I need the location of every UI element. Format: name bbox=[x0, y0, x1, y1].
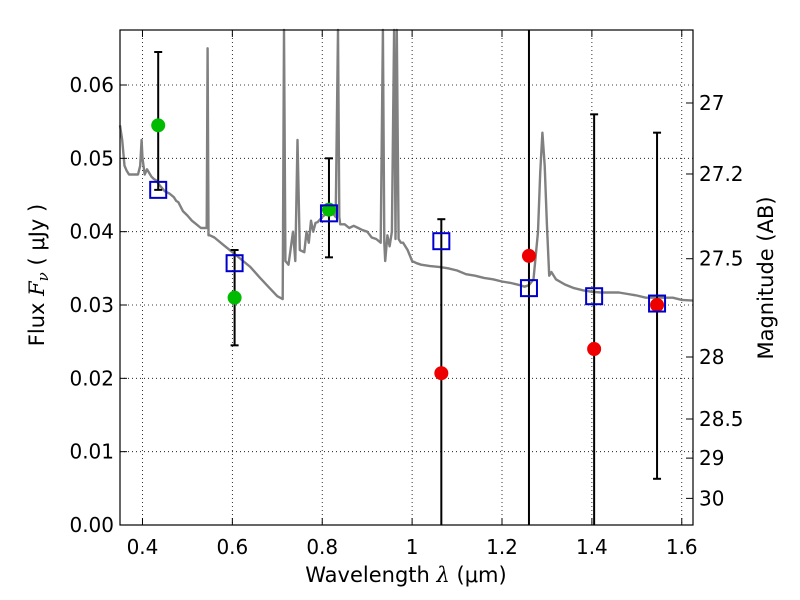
mag-tick-label: 27.5 bbox=[699, 247, 744, 271]
detected-point bbox=[151, 118, 166, 133]
detected-point bbox=[227, 290, 242, 305]
mag-tick-label: 28.5 bbox=[699, 407, 744, 431]
model-photometry-square bbox=[585, 287, 604, 306]
y-tick-label: 0.01 bbox=[69, 440, 114, 464]
mag-tick-label: 27.2 bbox=[699, 162, 744, 186]
y-tick-label: 0.06 bbox=[69, 73, 114, 97]
y-tick-label: 0.00 bbox=[69, 513, 114, 537]
model-spectrum-layer bbox=[118, 28, 694, 302]
y-axis-label: Flux Fν ( μJy ) bbox=[25, 204, 52, 346]
model-photometry-square bbox=[648, 294, 667, 313]
x-tick-label: 0.6 bbox=[216, 535, 248, 559]
plot-frame bbox=[119, 29, 694, 526]
mag-tick-label: 27 bbox=[699, 91, 724, 115]
mag-tick-label: 30 bbox=[699, 486, 724, 510]
y-tick-label: 0.05 bbox=[69, 146, 114, 170]
nondetected-point bbox=[650, 298, 665, 312]
x-tick-label: 0.8 bbox=[306, 535, 338, 559]
model-photometry-square bbox=[149, 180, 168, 199]
nondetected-point bbox=[434, 366, 449, 381]
nondetected-point bbox=[521, 248, 536, 263]
tick-layer: 0.4 0.6 0.8 1 1.2 1.4 1.6 0.00 0.01 0.02 0.03 0.04 0… bbox=[69, 30, 744, 559]
y-tick-label: 0.02 bbox=[69, 366, 114, 390]
y-tick-label: 0.03 bbox=[69, 293, 114, 317]
model-photometry-square bbox=[519, 279, 538, 298]
model-photometry-square bbox=[432, 232, 451, 251]
x-tick-label: 1.4 bbox=[576, 535, 608, 559]
x-tick-label: 1.6 bbox=[666, 535, 698, 559]
marker-layer bbox=[149, 118, 667, 381]
nondetected-point bbox=[587, 342, 602, 356]
y2-axis-label: Magnitude (AB) bbox=[754, 196, 778, 359]
grid bbox=[120, 30, 693, 526]
x-tick-label: 1.2 bbox=[486, 535, 518, 559]
x-tick-label: 0.4 bbox=[127, 535, 159, 559]
model-photometry-square bbox=[319, 204, 338, 223]
model-spectrum-line bbox=[118, 28, 694, 302]
x-axis-label: Wavelength λ (μm) bbox=[305, 563, 506, 587]
mag-tick-label: 29 bbox=[699, 446, 724, 470]
model-photometry-square bbox=[225, 254, 244, 273]
mag-tick-label: 28 bbox=[699, 345, 724, 369]
y-tick-label: 0.04 bbox=[69, 220, 114, 244]
x-tick-label: 1 bbox=[406, 535, 419, 559]
errorbar-layer bbox=[154, 30, 662, 525]
